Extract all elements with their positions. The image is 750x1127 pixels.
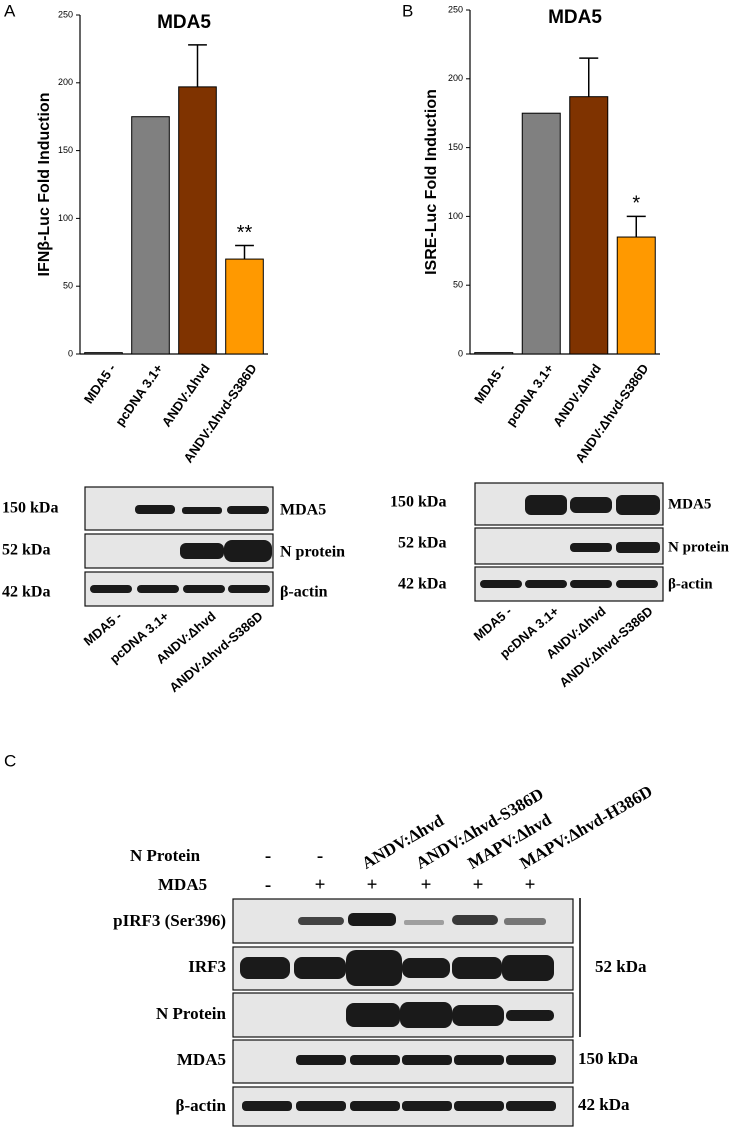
lane-sign: - — [317, 845, 323, 866]
y-tick-label: 250 — [448, 4, 463, 14]
bands — [240, 913, 556, 1111]
panel-label: C — [4, 751, 16, 770]
y-tick-label: 200 — [448, 73, 463, 83]
blot-c: N Protein MDA5 pIRF3 (Ser396) IRF3 N Pro… — [113, 846, 647, 1127]
blot-size: 150 kDa — [578, 1049, 638, 1068]
significance: ** — [237, 222, 253, 244]
lane-label: MDA5 - — [81, 608, 125, 648]
blot-protein: MDA5 — [280, 502, 326, 519]
x-tick-label: ANDV:Δhvd — [550, 361, 604, 429]
y-axis-label: IFNβ-Luc Fold Induction — [36, 93, 53, 277]
blot-protein: β-actin — [280, 584, 328, 601]
y-tick-label: 250 — [58, 9, 73, 19]
y-tick-label: 150 — [448, 142, 463, 152]
lane-sign: - — [265, 845, 271, 866]
bands — [90, 505, 272, 593]
lane-sign: + — [473, 874, 484, 895]
bar — [131, 116, 170, 355]
y-tick-label: 50 — [453, 280, 463, 290]
condition-label: MDA5 — [158, 875, 207, 894]
blot-protein: pIRF3 (Ser396) — [113, 911, 226, 930]
error-bar — [579, 57, 599, 97]
bar — [225, 258, 264, 355]
panel-label: A — [4, 1, 16, 20]
blot-protein: MDA5 — [177, 1050, 226, 1069]
error-bar — [235, 244, 254, 260]
blot-protein: β-actin — [668, 576, 713, 592]
blot-protein: N protein — [668, 539, 730, 555]
blot-protein: MDA5 — [668, 496, 711, 512]
error-bar — [188, 44, 207, 87]
significance: * — [632, 193, 640, 215]
y-tick-label: 50 — [63, 281, 73, 291]
bar — [474, 352, 514, 355]
bar — [569, 96, 609, 355]
bar — [84, 352, 123, 355]
lane-sign: + — [421, 874, 432, 895]
blot-size: 52 kDa — [595, 957, 647, 976]
y-tick-label: 150 — [58, 145, 73, 155]
x-tick-label: MDA5 - — [471, 361, 509, 406]
blot-b: 150 kDa 52 kDa 42 kDa MDA5 N protein β-a… — [390, 482, 730, 602]
y-tick-label: 100 — [448, 211, 463, 221]
blot-size: 150 kDa — [390, 494, 446, 511]
bar — [616, 236, 656, 355]
y-axis-label: ISRE-Luc Fold Induction — [423, 89, 440, 275]
blot-protein: N Protein — [156, 1004, 227, 1023]
error-bar — [626, 215, 646, 238]
chart-title: MDA5 — [157, 12, 211, 33]
lane-label: MDA5 - — [471, 603, 515, 643]
y-tick-label: 0 — [68, 348, 73, 358]
bands — [480, 495, 660, 588]
y-tick-label: 0 — [458, 348, 463, 358]
x-tick-label: pcDNA 3.1+ — [503, 361, 557, 429]
lane-sign: + — [525, 874, 536, 895]
x-tick-label: pcDNA 3.1+ — [112, 361, 166, 429]
y-tick-label: 200 — [58, 77, 73, 87]
blot-size: 150 kDa — [2, 500, 58, 517]
lane-sign: + — [367, 874, 378, 895]
x-tick-label: MDA5 - — [81, 361, 119, 406]
blot-a: 150 kDa 52 kDa 42 kDa MDA5 N protein β-a… — [2, 486, 345, 607]
bar — [521, 112, 561, 355]
blot-protein: IRF3 — [188, 957, 226, 976]
blot-size: 42 kDa — [398, 576, 446, 593]
blot-protein: β-actin — [175, 1096, 226, 1115]
blot-size: 42 kDa — [578, 1095, 630, 1114]
blot-protein: N protein — [280, 544, 345, 561]
panel-label: B — [402, 1, 413, 20]
lane-sign: - — [265, 874, 271, 895]
x-tick-label: ANDV:Δhvd — [159, 361, 213, 429]
chart-title: MDA5 — [548, 7, 602, 28]
blot-size: 52 kDa — [2, 542, 50, 559]
lane-sign: + — [315, 874, 326, 895]
bar — [178, 86, 217, 355]
blot-size: 42 kDa — [2, 584, 50, 601]
condition-label: N Protein — [130, 846, 201, 865]
y-tick-label: 100 — [58, 213, 73, 223]
blot-size: 52 kDa — [398, 535, 446, 552]
